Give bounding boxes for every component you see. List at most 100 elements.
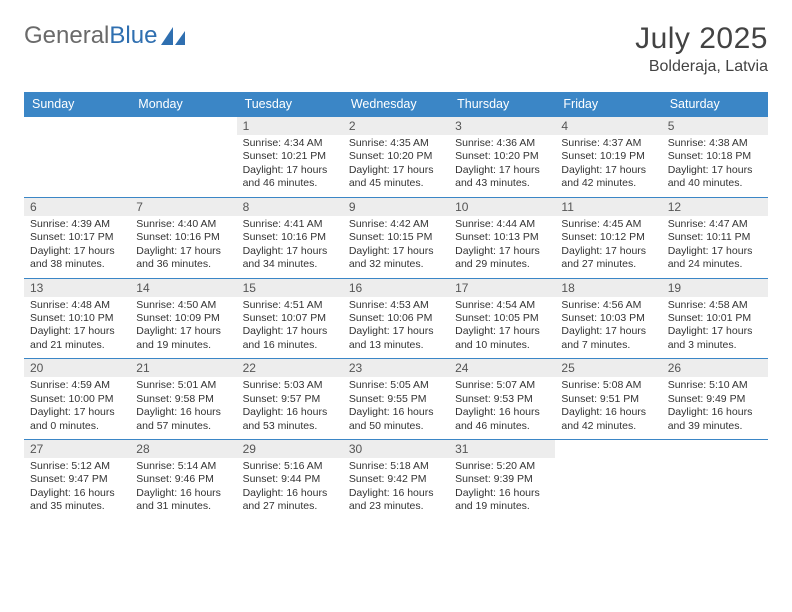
day-details: Sunrise: 4:42 AMSunset: 10:15 PMDaylight… [343, 216, 449, 278]
calendar-row: ..1Sunrise: 4:34 AMSunset: 10:21 PMDayli… [24, 117, 768, 198]
day-details: Sunrise: 4:44 AMSunset: 10:13 PMDaylight… [449, 216, 555, 278]
day-number: 29 [237, 440, 343, 458]
day-details: Sunrise: 5:12 AMSunset: 9:47 PMDaylight:… [24, 458, 130, 520]
calendar-cell: 25Sunrise: 5:08 AMSunset: 9:51 PMDayligh… [555, 359, 661, 440]
calendar-cell: 6Sunrise: 4:39 AMSunset: 10:17 PMDayligh… [24, 197, 130, 278]
day-details: Sunrise: 5:01 AMSunset: 9:58 PMDaylight:… [130, 377, 236, 439]
day-details: Sunrise: 5:07 AMSunset: 9:53 PMDaylight:… [449, 377, 555, 439]
calendar-cell: 19Sunrise: 4:58 AMSunset: 10:01 PMDaylig… [662, 278, 768, 359]
calendar-row: 20Sunrise: 4:59 AMSunset: 10:00 PMDaylig… [24, 359, 768, 440]
day-number: 8 [237, 198, 343, 216]
day-number: 20 [24, 359, 130, 377]
title-block: July 2025 Bolderaja, Latvia [635, 22, 768, 76]
day-number: 21 [130, 359, 236, 377]
day-details: Sunrise: 5:10 AMSunset: 9:49 PMDaylight:… [662, 377, 768, 439]
day-number: 16 [343, 279, 449, 297]
calendar-cell: 16Sunrise: 4:53 AMSunset: 10:06 PMDaylig… [343, 278, 449, 359]
month-title: July 2025 [635, 22, 768, 56]
day-number: 6 [24, 198, 130, 216]
calendar-cell: 26Sunrise: 5:10 AMSunset: 9:49 PMDayligh… [662, 359, 768, 440]
day-number: 30 [343, 440, 449, 458]
calendar-cell: 2Sunrise: 4:35 AMSunset: 10:20 PMDayligh… [343, 117, 449, 198]
calendar-cell: 12Sunrise: 4:47 AMSunset: 10:11 PMDaylig… [662, 197, 768, 278]
calendar-cell: 14Sunrise: 4:50 AMSunset: 10:09 PMDaylig… [130, 278, 236, 359]
day-number: 22 [237, 359, 343, 377]
day-details: Sunrise: 4:51 AMSunset: 10:07 PMDaylight… [237, 297, 343, 359]
calendar-cell: 3Sunrise: 4:36 AMSunset: 10:20 PMDayligh… [449, 117, 555, 198]
day-number: 3 [449, 117, 555, 135]
calendar-cell: 9Sunrise: 4:42 AMSunset: 10:15 PMDayligh… [343, 197, 449, 278]
calendar-cell: 24Sunrise: 5:07 AMSunset: 9:53 PMDayligh… [449, 359, 555, 440]
day-details: Sunrise: 4:47 AMSunset: 10:11 PMDaylight… [662, 216, 768, 278]
calendar-cell: 1Sunrise: 4:34 AMSunset: 10:21 PMDayligh… [237, 117, 343, 198]
weekday-header: Saturday [662, 92, 768, 117]
day-details: Sunrise: 4:50 AMSunset: 10:09 PMDaylight… [130, 297, 236, 359]
weekday-header: Tuesday [237, 92, 343, 117]
calendar-cell: . [662, 440, 768, 520]
day-details: Sunrise: 5:16 AMSunset: 9:44 PMDaylight:… [237, 458, 343, 520]
day-details: Sunrise: 5:05 AMSunset: 9:55 PMDaylight:… [343, 377, 449, 439]
weekday-header: Wednesday [343, 92, 449, 117]
day-details: Sunrise: 4:59 AMSunset: 10:00 PMDaylight… [24, 377, 130, 439]
day-number: 24 [449, 359, 555, 377]
day-number: 12 [662, 198, 768, 216]
day-details: Sunrise: 4:54 AMSunset: 10:05 PMDaylight… [449, 297, 555, 359]
calendar-cell: 30Sunrise: 5:18 AMSunset: 9:42 PMDayligh… [343, 440, 449, 520]
brand-sail-icon [159, 25, 187, 47]
day-details: Sunrise: 4:41 AMSunset: 10:16 PMDaylight… [237, 216, 343, 278]
day-details: Sunrise: 4:56 AMSunset: 10:03 PMDaylight… [555, 297, 661, 359]
day-number: 13 [24, 279, 130, 297]
calendar-cell: 13Sunrise: 4:48 AMSunset: 10:10 PMDaylig… [24, 278, 130, 359]
calendar-cell: 5Sunrise: 4:38 AMSunset: 10:18 PMDayligh… [662, 117, 768, 198]
calendar-cell: 7Sunrise: 4:40 AMSunset: 10:16 PMDayligh… [130, 197, 236, 278]
weekday-header: Thursday [449, 92, 555, 117]
brand-part2: Blue [109, 22, 157, 49]
day-number: 5 [662, 117, 768, 135]
weekday-header-row: SundayMondayTuesdayWednesdayThursdayFrid… [24, 92, 768, 117]
day-number: 10 [449, 198, 555, 216]
page-header: GeneralBlue July 2025 Bolderaja, Latvia [24, 22, 768, 76]
day-number: 19 [662, 279, 768, 297]
brand-logo: GeneralBlue [24, 22, 187, 50]
day-number: 11 [555, 198, 661, 216]
calendar-cell: 15Sunrise: 4:51 AMSunset: 10:07 PMDaylig… [237, 278, 343, 359]
day-number: 4 [555, 117, 661, 135]
day-number: 23 [343, 359, 449, 377]
calendar-row: 13Sunrise: 4:48 AMSunset: 10:10 PMDaylig… [24, 278, 768, 359]
calendar-cell: 17Sunrise: 4:54 AMSunset: 10:05 PMDaylig… [449, 278, 555, 359]
day-details: Sunrise: 4:37 AMSunset: 10:19 PMDaylight… [555, 135, 661, 197]
calendar-body: ..1Sunrise: 4:34 AMSunset: 10:21 PMDayli… [24, 117, 768, 520]
calendar-cell: . [130, 117, 236, 198]
day-number: 14 [130, 279, 236, 297]
calendar-cell: 10Sunrise: 4:44 AMSunset: 10:13 PMDaylig… [449, 197, 555, 278]
day-number: 7 [130, 198, 236, 216]
day-details: Sunrise: 4:53 AMSunset: 10:06 PMDaylight… [343, 297, 449, 359]
day-details: Sunrise: 5:20 AMSunset: 9:39 PMDaylight:… [449, 458, 555, 520]
day-number: 17 [449, 279, 555, 297]
calendar-cell: . [24, 117, 130, 198]
calendar-cell: 28Sunrise: 5:14 AMSunset: 9:46 PMDayligh… [130, 440, 236, 520]
calendar-cell: 22Sunrise: 5:03 AMSunset: 9:57 PMDayligh… [237, 359, 343, 440]
day-number: 27 [24, 440, 130, 458]
day-number: 2 [343, 117, 449, 135]
day-details: Sunrise: 4:39 AMSunset: 10:17 PMDaylight… [24, 216, 130, 278]
day-details: Sunrise: 4:40 AMSunset: 10:16 PMDaylight… [130, 216, 236, 278]
weekday-header: Monday [130, 92, 236, 117]
calendar-cell: 31Sunrise: 5:20 AMSunset: 9:39 PMDayligh… [449, 440, 555, 520]
day-number: 28 [130, 440, 236, 458]
day-number: 9 [343, 198, 449, 216]
calendar-row: 27Sunrise: 5:12 AMSunset: 9:47 PMDayligh… [24, 440, 768, 520]
day-details: Sunrise: 4:34 AMSunset: 10:21 PMDaylight… [237, 135, 343, 197]
calendar-cell: 4Sunrise: 4:37 AMSunset: 10:19 PMDayligh… [555, 117, 661, 198]
calendar-table: SundayMondayTuesdayWednesdayThursdayFrid… [24, 92, 768, 520]
calendar-cell: 27Sunrise: 5:12 AMSunset: 9:47 PMDayligh… [24, 440, 130, 520]
calendar-row: 6Sunrise: 4:39 AMSunset: 10:17 PMDayligh… [24, 197, 768, 278]
calendar-cell: . [555, 440, 661, 520]
calendar-cell: 21Sunrise: 5:01 AMSunset: 9:58 PMDayligh… [130, 359, 236, 440]
weekday-header: Sunday [24, 92, 130, 117]
day-details: Sunrise: 4:45 AMSunset: 10:12 PMDaylight… [555, 216, 661, 278]
day-number: 25 [555, 359, 661, 377]
calendar-cell: 8Sunrise: 4:41 AMSunset: 10:16 PMDayligh… [237, 197, 343, 278]
day-details: Sunrise: 4:36 AMSunset: 10:20 PMDaylight… [449, 135, 555, 197]
brand-part1: General [24, 22, 109, 49]
